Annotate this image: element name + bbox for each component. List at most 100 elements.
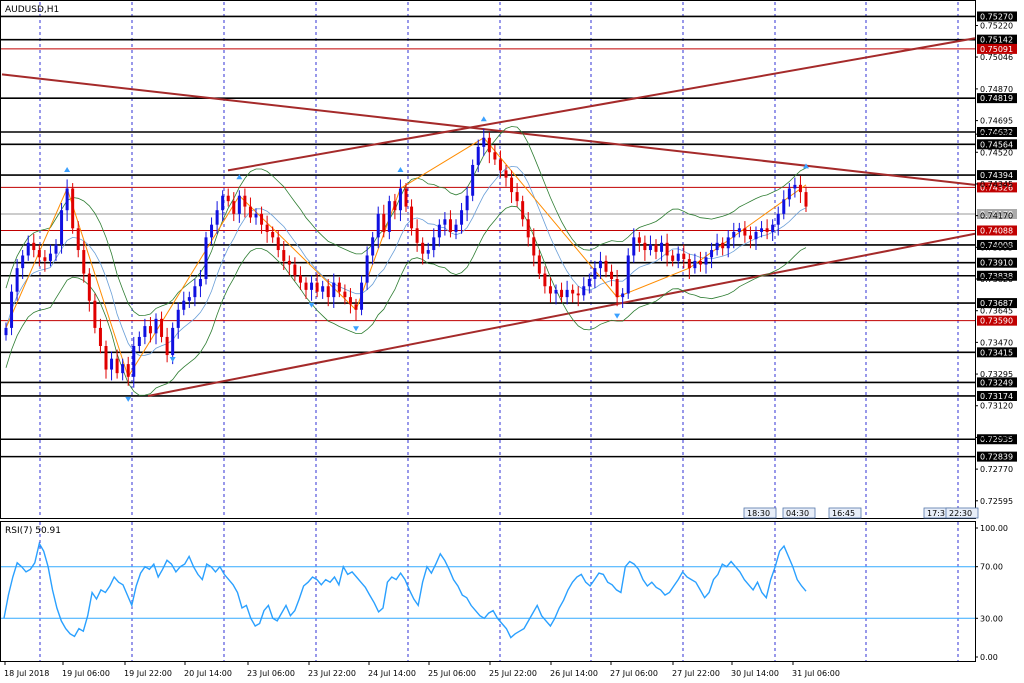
- price-tick-label: 0.73820: [980, 275, 1013, 284]
- candle-body: [377, 214, 380, 238]
- candle-body: [749, 236, 752, 240]
- candle-body: [205, 237, 208, 279]
- time-label: 24 Jul 14:00: [368, 669, 416, 678]
- candle-body: [532, 237, 535, 255]
- candle-body: [427, 250, 430, 254]
- candle-body: [805, 192, 808, 206]
- rsi-panel: [1, 522, 976, 662]
- time-label: 27 Jul 06:00: [610, 669, 658, 678]
- candle-body: [743, 228, 746, 235]
- candle-body: [482, 138, 485, 147]
- candle-body: [255, 214, 258, 218]
- candle-body: [460, 210, 463, 224]
- price-tick-label: 0.75220: [980, 22, 1013, 31]
- candle-body: [699, 261, 702, 265]
- time-label: 23 Jul 06:00: [247, 669, 295, 678]
- level-value: 0.73590: [980, 317, 1013, 326]
- candle-body: [160, 319, 163, 337]
- candle-body: [688, 259, 691, 268]
- candle-body: [399, 188, 402, 210]
- candle-body: [155, 319, 158, 333]
- candle-body: [299, 275, 302, 282]
- candle-body: [210, 225, 213, 238]
- level-value: 0.75270: [980, 12, 1013, 21]
- candle-body: [388, 201, 391, 232]
- candle-body: [788, 188, 791, 199]
- level-value: 0.73174: [980, 392, 1013, 401]
- price-tick-label: 0.73645: [980, 307, 1013, 316]
- price-tick-label: 0.73995: [980, 243, 1013, 252]
- candle-body: [655, 245, 658, 252]
- candle-body: [238, 196, 241, 214]
- candle-body: [516, 192, 519, 201]
- timeframe-marker-label: 22:30: [949, 509, 972, 518]
- candle-body: [432, 237, 435, 250]
- candle-body: [638, 237, 641, 242]
- candle-body: [99, 328, 102, 346]
- candle-body: [393, 201, 396, 210]
- timeframe-marker-label: 04:30: [786, 509, 809, 518]
- candle-body: [566, 290, 569, 297]
- candle-body: [793, 185, 796, 189]
- candle-body: [677, 254, 680, 261]
- candle-body: [305, 283, 308, 290]
- candle-body: [271, 232, 274, 237]
- level-value: 0.73415: [980, 348, 1013, 357]
- candle-body: [599, 261, 602, 268]
- rsi-tick-label: 0.00: [980, 653, 998, 662]
- candle-body: [171, 328, 174, 355]
- candle-body: [443, 219, 446, 224]
- candle-body: [93, 301, 96, 328]
- candle-body: [577, 293, 580, 295]
- candle-body: [666, 243, 669, 256]
- candle-body: [38, 250, 41, 257]
- candle-body: [466, 196, 469, 210]
- candle-body: [499, 160, 502, 171]
- level-value: 0.74088: [980, 226, 1013, 235]
- candle-body: [293, 265, 296, 276]
- time-label: 27 Jul 22:00: [672, 669, 720, 678]
- candle-body: [371, 237, 374, 255]
- candle-body: [710, 250, 713, 257]
- candle-body: [643, 243, 646, 250]
- candle-body: [799, 185, 802, 192]
- candle-body: [760, 228, 763, 232]
- candle-body: [605, 261, 608, 272]
- candle-body: [182, 301, 185, 310]
- candle-body: [660, 243, 663, 252]
- candle-body: [110, 359, 113, 370]
- candle-body: [671, 255, 674, 260]
- price-tick-label: 0.74870: [980, 85, 1013, 94]
- candle-body: [477, 147, 480, 165]
- candle-body: [693, 261, 696, 268]
- price-tick-label: 0.73295: [980, 370, 1013, 379]
- time-label: 23 Jul 22:00: [308, 669, 356, 678]
- candle-body: [582, 286, 585, 295]
- candle-body: [116, 359, 119, 373]
- candle-body: [77, 228, 80, 250]
- candle-body: [349, 297, 352, 304]
- candle-body: [5, 328, 8, 335]
- price-tick-label: 0.74520: [980, 148, 1013, 157]
- candle-body: [66, 188, 69, 210]
- candle-body: [727, 237, 730, 248]
- timeframe-marker-label: 17:3: [927, 509, 945, 518]
- candle-body: [455, 225, 458, 232]
- candle-body: [493, 152, 496, 159]
- candle-body: [682, 254, 685, 259]
- candle-body: [521, 201, 524, 219]
- main-panel: [1, 1, 976, 519]
- candle-body: [227, 196, 230, 201]
- candle-body: [538, 255, 541, 273]
- candle-body: [471, 165, 474, 196]
- rsi-tick-label: 70.00: [980, 563, 1003, 572]
- candle-body: [138, 337, 141, 346]
- candle-body: [732, 232, 735, 237]
- candle-body: [338, 283, 341, 292]
- candle-body: [632, 237, 635, 255]
- price-tick-label: 0.72595: [980, 497, 1013, 506]
- candle-body: [543, 274, 546, 287]
- time-label: 30 Jul 14:00: [731, 669, 779, 678]
- candle-body: [588, 279, 591, 286]
